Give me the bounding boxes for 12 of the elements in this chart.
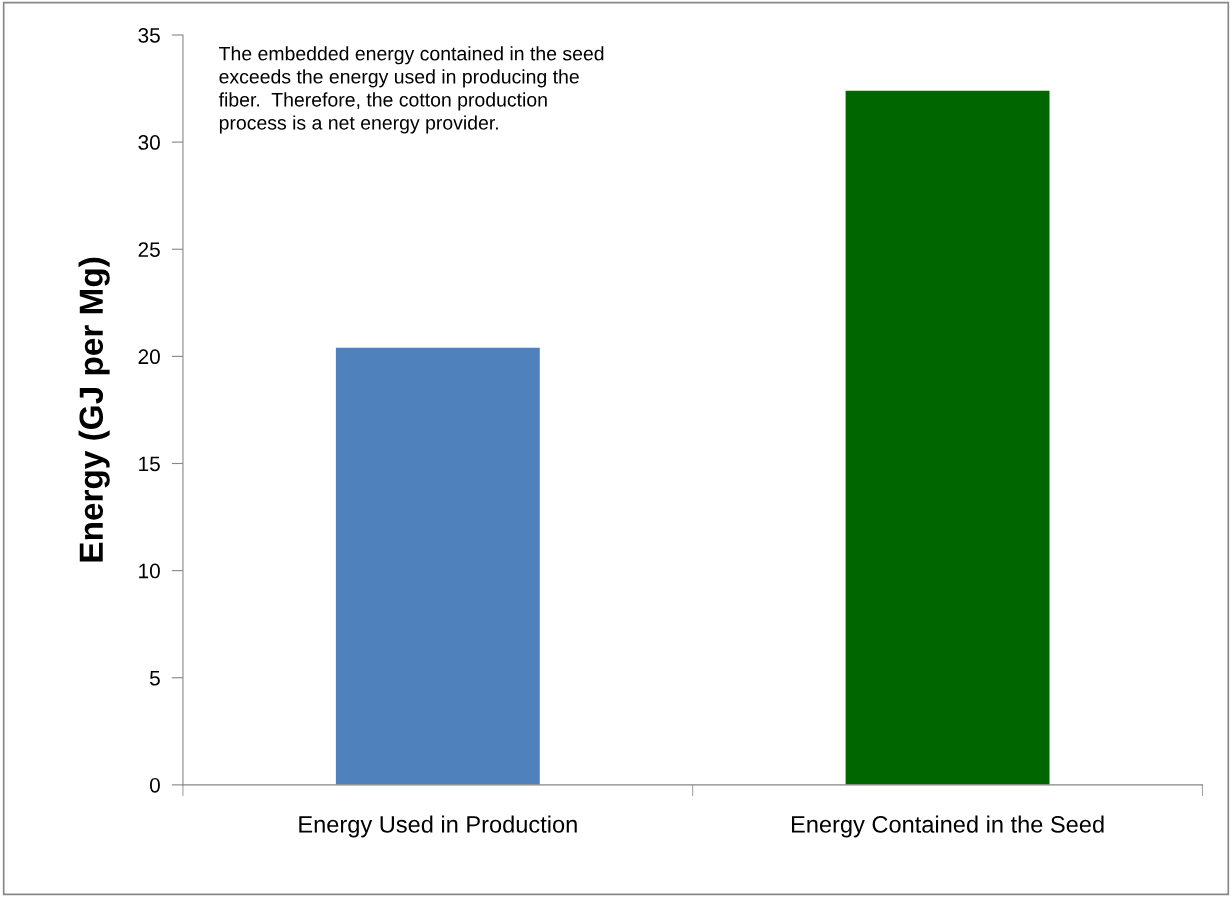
x-tick-label: Energy Contained in the Seed <box>791 815 1104 838</box>
annotation: The embedded energy contained in the seed exceeds the energy used in producing the fiber. Therefore, the cotton production process is a net energy provider. <box>218 46 604 134</box>
y-tick-label: 35 <box>138 27 160 43</box>
x-tick-label: Energy Used in Production <box>299 815 577 838</box>
y-tick-label: 25 <box>138 242 160 257</box>
y-tick-label: 10 <box>139 563 160 579</box>
y-tick-label: 30 <box>138 135 160 150</box>
y-tick-label: 20 <box>138 349 160 365</box>
y-axis-title: Energy (GJ per Mg) <box>78 257 110 562</box>
y-tick-label: 0 <box>149 777 160 793</box>
y-tick-label: 15 <box>139 456 160 472</box>
y-tick-label: 5 <box>149 670 160 686</box>
